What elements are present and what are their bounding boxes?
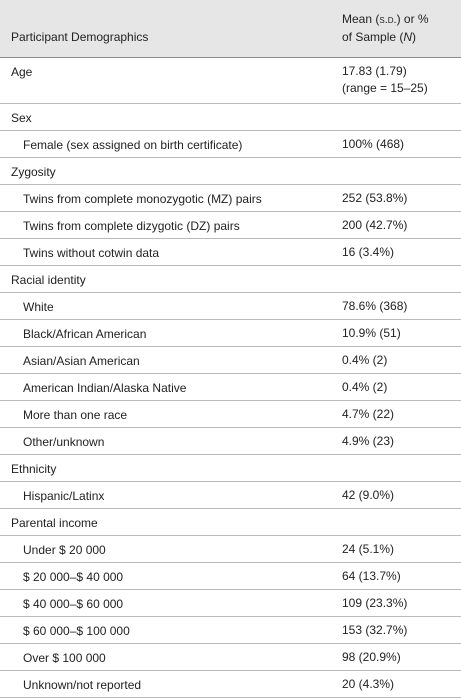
table-row: Over $ 100 000 98 (20.9%) [0,644,461,671]
column-header: Mean (s.d.) or % of Sample (N) [342,11,429,46]
table-row: Asian/Asian American 0.4% (2) [0,347,461,374]
row-label: Female (sex assigned on birth certificat… [23,138,243,152]
cell-value: 42 (9.0%) [342,488,395,502]
row-label: White [23,300,54,314]
header-text: Mean ( [342,12,380,26]
table-row: Zygosity [0,158,461,185]
row-label: Twins without cotwin data [23,246,160,260]
cell-value: 109 (23.3%) [342,596,408,610]
cell-value: 4.7% (22) [342,407,395,421]
table-row: $ 60 000–$ 100 000 153 (32.7%) [0,617,461,644]
row-label: More than one race [23,408,128,422]
cell-value: 200 (42.7%) [342,218,408,232]
section-title: Age [11,65,33,79]
value-line: 17.83 (1.79) [342,64,407,78]
table-row: Under $ 20 000 24 (5.1%) [0,536,461,563]
row-label: Over $ 100 000 [23,651,106,665]
cell-value: 64 (13.7%) [342,569,401,583]
table-row: $ 40 000–$ 60 000 109 (23.3%) [0,590,461,617]
table-row: American Indian/Alaska Native 0.4% (2) [0,374,461,401]
table-row: Twins from complete dizygotic (DZ) pairs… [0,212,461,239]
row-label: $ 40 000–$ 60 000 [23,597,124,611]
row-label: Twins from complete dizygotic (DZ) pairs [23,219,240,233]
table-row: $ 20 000–$ 40 000 64 (13.7%) [0,563,461,590]
table-row: Hispanic/Latinx 42 (9.0%) [0,482,461,509]
row-label: Hispanic/Latinx [23,489,105,503]
section-title: Zygosity [11,165,56,179]
table-row: White 78.6% (368) [0,293,461,320]
table-row: Female (sex assigned on birth certificat… [0,131,461,158]
table-row: Parental income [0,509,461,536]
cell-value: 153 (32.7%) [342,623,408,637]
row-label: Asian/Asian American [23,354,140,368]
section-title: Sex [11,111,32,125]
cell-value: 0.4% (2) [342,380,388,394]
header-text: N [403,30,413,44]
cell-value: 16 (3.4%) [342,245,395,259]
section-title: Racial identity [11,273,86,287]
table-row: Twins from complete monozygotic (MZ) pai… [0,185,461,212]
row-label: American Indian/Alaska Native [23,381,187,395]
row-label: Under $ 20 000 [23,543,106,557]
row-label: $ 20 000–$ 40 000 [23,570,124,584]
cell-value: 20 (4.3%) [342,677,395,691]
table-row: Ethnicity [0,455,461,482]
header-text: of Sample ( [342,30,404,44]
column-header: Participant Demographics [11,30,149,44]
row-label: Twins from complete monozygotic (MZ) pai… [23,192,262,206]
cell-value: 100% (468) [342,137,405,151]
table-row: Other/unknown 4.9% (23) [0,428,461,455]
table-row: Black/African American 10.9% (51) [0,320,461,347]
cell-value: 78.6% (368) [342,299,408,313]
row-label: Unknown/not reported [23,678,142,692]
header-text: ) or % [396,12,429,26]
header-text: s.d. [379,14,397,26]
cell-value: 24 (5.1%) [342,542,395,556]
table-row: Unknown/not reported 20 (4.3%) [0,671,461,698]
table-row: Sex [0,104,461,131]
row-label: Other/unknown [23,435,105,449]
cell-value: 4.9% (23) [342,434,395,448]
table-row: Participant Demographics Mean (s.d.) or %… [0,0,461,58]
cell-value: 98 (20.9%) [342,650,401,664]
table-row: Twins without cotwin data 16 (3.4%) [0,239,461,266]
row-label: $ 60 000–$ 100 000 [23,624,130,638]
row-label: Black/African American [23,327,147,341]
section-title: Ethnicity [11,462,57,476]
cell-value: 0.4% (2) [342,353,388,367]
section-title: Parental income [11,516,98,530]
cell-value: 17.83 (1.79) (range = 15–25) [342,63,428,97]
value-line: (range = 15–25) [342,81,428,95]
table-row: More than one race 4.7% (22) [0,401,461,428]
table-row: Age 17.83 (1.79) (range = 15–25) [0,58,461,104]
cell-value: 10.9% (51) [342,326,401,340]
cell-value: 252 (53.8%) [342,191,408,205]
header-text: ) [412,30,417,44]
table-row: Racial identity [0,266,461,293]
